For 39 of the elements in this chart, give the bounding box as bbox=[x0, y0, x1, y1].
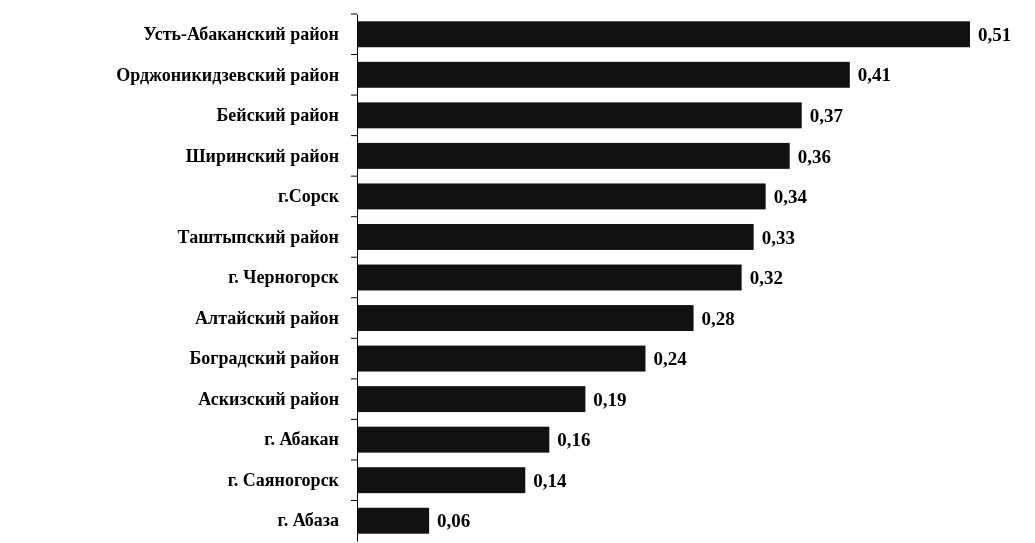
data-label: 0,51 bbox=[978, 23, 1012, 45]
data-label: 0,06 bbox=[437, 510, 471, 532]
y-tick-label: г. Черногорск bbox=[228, 267, 340, 288]
bar bbox=[357, 426, 550, 453]
y-tick-label: Усть-Абаканский район bbox=[143, 24, 339, 45]
data-label: 0,33 bbox=[761, 226, 795, 248]
y-tick-label: Бейский район bbox=[216, 105, 339, 126]
data-label: 0,36 bbox=[797, 145, 831, 167]
data-label: 0,41 bbox=[857, 64, 892, 86]
data-label: 0,34 bbox=[773, 186, 808, 208]
data-label: 0,16 bbox=[557, 429, 591, 451]
bar bbox=[357, 305, 694, 332]
y-tick-label: г. Абакан bbox=[264, 429, 339, 450]
bar bbox=[357, 102, 802, 129]
data-label: 0,37 bbox=[809, 105, 844, 126]
data-label: 0,19 bbox=[593, 388, 627, 410]
bar bbox=[357, 223, 754, 250]
bar bbox=[357, 345, 646, 372]
y-tick-label: Орджоникидзевский район bbox=[116, 64, 339, 85]
bar bbox=[357, 183, 766, 210]
bar bbox=[357, 21, 970, 48]
bar bbox=[357, 142, 790, 169]
bar bbox=[357, 61, 850, 88]
y-tick-label: Аскизский район bbox=[198, 388, 339, 409]
data-label: 0,28 bbox=[701, 307, 735, 329]
y-tick-label: Таштыпский район bbox=[177, 226, 339, 247]
y-tick-label: г. Абаза bbox=[277, 510, 339, 531]
data-label: 0,24 bbox=[653, 348, 688, 370]
y-tick-label: Алтайский район bbox=[195, 307, 339, 328]
y-tick-label: Боградский район bbox=[189, 348, 339, 369]
bar bbox=[357, 507, 430, 534]
bar bbox=[357, 386, 586, 413]
y-tick-label: г.Сорск bbox=[277, 186, 340, 207]
y-tick-label: Ширинский район bbox=[185, 145, 339, 166]
data-label: 0,14 bbox=[533, 469, 568, 491]
y-tick-label: г. Саяногорск bbox=[227, 469, 340, 490]
bar bbox=[357, 467, 526, 494]
data-label: 0,32 bbox=[749, 267, 783, 289]
bar bbox=[357, 264, 742, 291]
